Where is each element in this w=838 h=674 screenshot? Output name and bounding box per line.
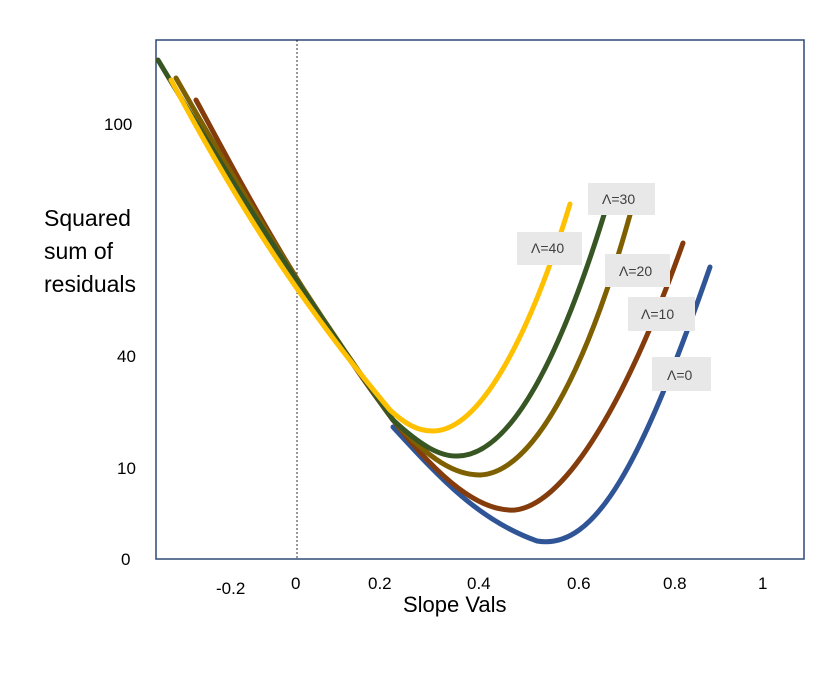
series-line-lambda-0 xyxy=(390,264,713,545)
label-lambda-0: Λ=0 xyxy=(652,357,711,391)
label-lambda-30: Λ=30 xyxy=(588,183,655,215)
x-tick-label: 0.8 xyxy=(663,574,687,593)
x-tick-label: 0.4 xyxy=(467,574,491,593)
y-axis-title-line-1: Squared xyxy=(44,205,131,231)
y-axis-title-line-3: residuals xyxy=(44,271,137,297)
svg-text:Λ=40: Λ=40 xyxy=(531,240,564,256)
y-axis-title-line-2: sum of xyxy=(44,238,114,264)
series-line-lambda-20 xyxy=(173,75,636,478)
x-tick-label: 0.6 xyxy=(567,574,591,593)
label-lambda-40: Λ=40 xyxy=(517,232,582,265)
svg-text:Λ=30: Λ=30 xyxy=(602,191,635,207)
x-tick-label: 0 xyxy=(291,574,300,593)
svg-text:Λ=0: Λ=0 xyxy=(667,367,693,383)
x-tick-label: -0.2 xyxy=(216,579,245,598)
label-lambda-20: Λ=20 xyxy=(605,254,670,287)
x-tick-label: 0.2 xyxy=(368,574,392,593)
x-axis-title: Slope Vals xyxy=(403,592,507,617)
y-tick-label: 40 xyxy=(117,347,136,366)
y-tick-label: 100 xyxy=(104,115,132,134)
svg-text:Λ=10: Λ=10 xyxy=(641,306,674,322)
series-line-lambda-40 xyxy=(168,77,573,434)
svg-text:Λ=20: Λ=20 xyxy=(619,263,652,279)
y-tick-label: 10 xyxy=(117,459,136,478)
series-line-lambda-30 xyxy=(155,57,610,459)
plot-area xyxy=(155,39,805,560)
x-tick-label: 1 xyxy=(758,574,767,593)
label-lambda-10: Λ=10 xyxy=(628,297,695,331)
series-line-lambda-10 xyxy=(193,97,686,513)
y-tick-label: 0 xyxy=(121,550,130,569)
